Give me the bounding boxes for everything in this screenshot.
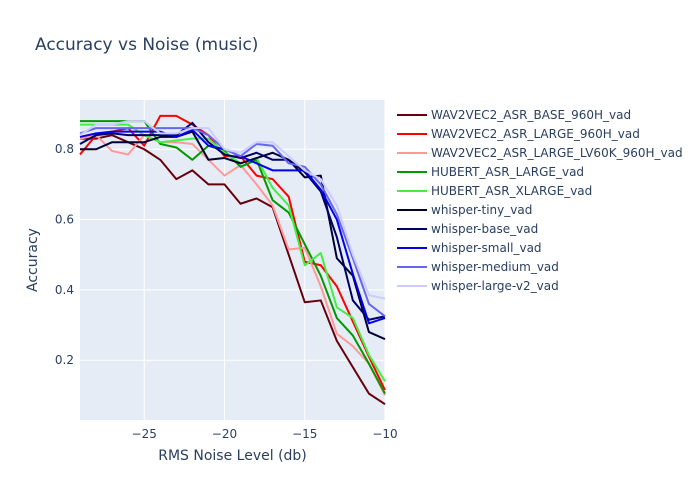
y-tick-label: 0.4 xyxy=(55,283,74,297)
legend-label: WAV2VEC2_ASR_LARGE_960H_vad xyxy=(431,127,640,141)
legend-label: HUBERT_ASR_XLARGE_vad xyxy=(431,184,592,198)
legend-label: whisper-small_vad xyxy=(431,241,542,255)
legend-label: whisper-base_vad xyxy=(431,222,538,236)
legend-label: HUBERT_ASR_LARGE_vad xyxy=(431,165,584,179)
x-tick-label: −20 xyxy=(212,427,237,441)
series-line-whisper-large-v2-vad xyxy=(79,120,386,300)
y-tick-label: 0.2 xyxy=(55,353,74,367)
y-axis-ticks: 0.2 0.4 0.6 0.8 xyxy=(55,142,74,367)
legend-label: whisper-large-v2_vad xyxy=(431,279,559,293)
legend-label: whisper-tiny_vad xyxy=(431,203,532,217)
legend-item-whisper-small-vad[interactable]: whisper-small_vad xyxy=(397,241,542,255)
series-line-wav2vec2-asr-large-lv60k-960h-vad xyxy=(79,134,386,396)
series-line-whisper-tiny-vad xyxy=(80,130,386,341)
x-tick-label: −10 xyxy=(372,427,397,441)
chart-title: Accuracy vs Noise (music) xyxy=(35,35,258,55)
legend-label: WAV2VEC2_ASR_BASE_960H_vad xyxy=(431,108,631,122)
y-axis-title: Accuracy xyxy=(25,228,41,292)
x-axis-ticks: −25 −20 −15 −10 xyxy=(132,427,398,441)
legend-label: whisper-medium_vad xyxy=(431,260,559,274)
legend-item-whisper-large-v2-vad[interactable]: whisper-large-v2_vad xyxy=(397,279,559,293)
series-line-wav2vec2-asr-base-960h-vad xyxy=(80,134,386,406)
x-axis-title: RMS Noise Level (db) xyxy=(158,448,307,464)
legend-item-whisper-base-vad[interactable]: whisper-base_vad xyxy=(397,222,538,236)
series-line-whisper-medium-vad xyxy=(79,127,386,318)
x-tick-label: −15 xyxy=(292,427,317,441)
y-tick-label: 0.6 xyxy=(55,213,74,227)
legend-item-whisper-tiny-vad[interactable]: whisper-tiny_vad xyxy=(397,203,532,217)
legend-item-whisper-medium-vad[interactable]: whisper-medium_vad xyxy=(397,260,559,274)
y-tick-label: 0.8 xyxy=(55,142,74,156)
series-lines xyxy=(79,114,386,406)
legend-item-hubert-asr-xlarge-vad[interactable]: HUBERT_ASR_XLARGE_vad xyxy=(397,184,592,198)
series-line-hubert-asr-xlarge-vad xyxy=(80,123,386,382)
x-tick-label: −25 xyxy=(132,427,157,441)
legend-label: WAV2VEC2_ASR_LARGE_LV60K_960H_vad xyxy=(431,146,683,160)
legend-item-hubert-asr-large-vad[interactable]: HUBERT_ASR_LARGE_vad xyxy=(397,165,584,179)
legend[interactable]: WAV2VEC2_ASR_BASE_960H_vad WAV2VEC2_ASR_L… xyxy=(397,108,683,293)
legend-item-wav2vec2-asr-large-960h-vad[interactable]: WAV2VEC2_ASR_LARGE_960H_vad xyxy=(397,127,640,141)
series-line-whisper-base-vad xyxy=(79,121,386,321)
legend-item-wav2vec2-asr-large-lv60k-960h-vad[interactable]: WAV2VEC2_ASR_LARGE_LV60K_960H_vad xyxy=(397,146,683,160)
legend-item-wav2vec2-asr-base-960h-vad[interactable]: WAV2VEC2_ASR_BASE_960H_vad xyxy=(397,108,631,122)
